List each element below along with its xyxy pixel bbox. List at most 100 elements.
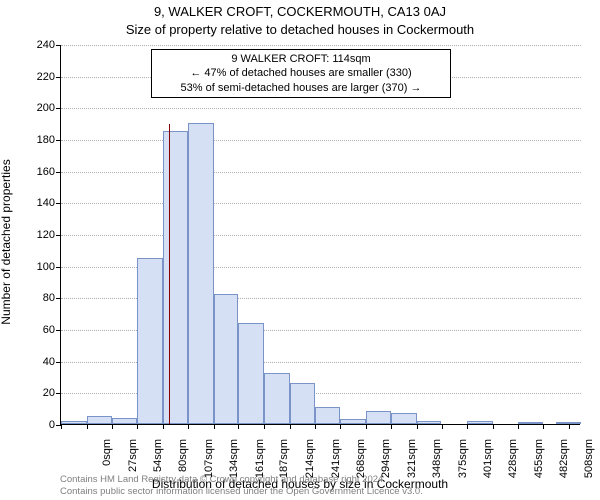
ytick-label: 0 [25,419,55,431]
gridline [61,172,581,173]
histogram-bar [137,258,163,424]
xtick-mark [569,424,570,429]
y-axis-label: Number of detached properties [0,159,13,324]
xtick-label: 321sqm [406,439,418,489]
histogram-bar [112,418,137,424]
ytick-mark [56,45,61,46]
annotation-box: 9 WALKER CROFT: 114sqm ← 47% of detached… [151,49,451,98]
histogram-bar [188,123,214,424]
histogram-bar [61,421,87,424]
annotation-line3: 53% of semi-detached houses are larger (… [158,81,444,95]
histogram-bar [264,373,290,424]
ytick-label: 40 [25,356,55,368]
ytick-label: 160 [25,166,55,178]
ytick-mark [56,203,61,204]
xtick-mark [467,424,468,429]
xtick-mark [493,424,494,429]
xtick-label: 455sqm [533,439,545,489]
ytick-label: 200 [25,102,55,114]
ytick-mark [56,267,61,268]
xtick-label: 241sqm [330,439,342,489]
xtick-mark [163,424,164,429]
ytick-label: 120 [25,229,55,241]
footnote: Contains HM Land Registry data © Crown c… [60,474,423,497]
histogram-bar [214,294,239,424]
ytick-label: 140 [25,197,55,209]
ytick-label: 220 [25,71,55,83]
xtick-label: 27sqm [127,439,139,489]
histogram-bar [290,383,316,424]
xtick-mark [518,424,519,429]
gridline [61,235,581,236]
xtick-label: 482sqm [558,439,570,489]
annotation-line1: 9 WALKER CROFT: 114sqm [158,52,444,66]
footnote-line2: Contains public sector information licen… [60,486,423,497]
xtick-mark [238,424,239,429]
histogram-bar [467,421,493,424]
histogram-bar [87,416,113,424]
xtick-label: 107sqm [203,439,215,489]
gridline [61,140,581,141]
xtick-mark [391,424,392,429]
xtick-mark [264,424,265,429]
xtick-label: 294sqm [380,439,392,489]
plot-area: 9 WALKER CROFT: 114sqm ← 47% of detached… [60,45,580,425]
xtick-mark [315,424,316,429]
xtick-mark [290,424,291,429]
xtick-mark [137,424,138,429]
ytick-mark [56,235,61,236]
ytick-label: 100 [25,261,55,273]
xtick-mark [214,424,215,429]
xtick-mark [87,424,88,429]
xtick-label: 54sqm [152,439,164,489]
xtick-mark [340,424,341,429]
histogram-bar [518,422,543,424]
property-marker-line [169,124,170,424]
xtick-label: 161sqm [254,439,266,489]
ytick-mark [56,330,61,331]
gridline [61,45,581,46]
histogram-bar [315,407,340,424]
histogram-bar [417,421,442,424]
ytick-label: 180 [25,134,55,146]
histogram-bar [238,323,264,424]
gridline [61,203,581,204]
xtick-label: 401sqm [482,439,494,489]
gridline [61,108,581,109]
xtick-label: 80sqm [177,439,189,489]
xtick-label: 214sqm [304,439,316,489]
ytick-mark [56,140,61,141]
histogram-bar [366,411,392,424]
footnote-line1: Contains HM Land Registry data © Crown c… [60,474,423,485]
ytick-label: 240 [25,39,55,51]
ytick-mark [56,298,61,299]
ytick-mark [56,77,61,78]
xtick-mark [366,424,367,429]
xtick-label: 508sqm [583,439,595,489]
ytick-mark [56,172,61,173]
histogram-bar [340,419,366,424]
histogram-bar [391,413,417,424]
xtick-mark [112,424,113,429]
ytick-mark [56,108,61,109]
xtick-mark [417,424,418,429]
xtick-label: 134sqm [228,439,240,489]
page-title: 9, WALKER CROFT, COCKERMOUTH, CA13 0AJ [0,4,600,19]
xtick-label: 375sqm [457,439,469,489]
xtick-mark [61,424,62,429]
ytick-label: 20 [25,387,55,399]
xtick-label: 187sqm [278,439,290,489]
ytick-mark [56,393,61,394]
xtick-mark [543,424,544,429]
chart-container: 9, WALKER CROFT, COCKERMOUTH, CA13 0AJ S… [0,0,600,500]
xtick-label: 0sqm [101,439,113,489]
chart-subtitle: Size of property relative to detached ho… [0,22,600,37]
xtick-mark [442,424,443,429]
xtick-label: 348sqm [431,439,443,489]
xtick-label: 428sqm [507,439,519,489]
xtick-mark [188,424,189,429]
ytick-label: 80 [25,292,55,304]
ytick-label: 60 [25,324,55,336]
ytick-mark [56,362,61,363]
xtick-label: 268sqm [355,439,367,489]
